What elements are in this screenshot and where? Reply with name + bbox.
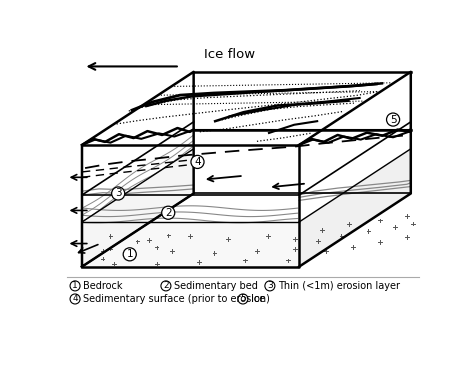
Circle shape — [161, 281, 171, 291]
Circle shape — [123, 248, 137, 261]
Polygon shape — [82, 145, 299, 267]
Circle shape — [70, 294, 80, 304]
Text: 1: 1 — [72, 281, 78, 290]
Text: 3: 3 — [267, 281, 273, 290]
Text: 2: 2 — [165, 208, 172, 218]
Circle shape — [238, 294, 248, 304]
Text: 2: 2 — [163, 281, 169, 290]
Polygon shape — [82, 149, 194, 267]
Circle shape — [191, 155, 204, 168]
Polygon shape — [299, 72, 411, 267]
Polygon shape — [299, 149, 411, 267]
Circle shape — [386, 113, 400, 126]
Text: Sedimentary bed: Sedimentary bed — [173, 281, 257, 291]
Text: 5: 5 — [390, 114, 396, 125]
Polygon shape — [82, 222, 299, 267]
Text: Ice flow: Ice flow — [204, 48, 255, 61]
Text: 4: 4 — [194, 157, 201, 167]
Polygon shape — [82, 72, 411, 145]
Circle shape — [162, 206, 175, 219]
Circle shape — [70, 281, 80, 291]
Text: Bedrock: Bedrock — [83, 281, 122, 291]
Text: Thin (<1m) erosion layer: Thin (<1m) erosion layer — [278, 281, 400, 291]
Text: 1: 1 — [127, 249, 133, 259]
Text: 4: 4 — [72, 294, 78, 303]
Circle shape — [112, 187, 125, 200]
Text: Sedimentary surface (prior to erosion): Sedimentary surface (prior to erosion) — [83, 294, 270, 304]
Polygon shape — [82, 72, 194, 267]
Text: 3: 3 — [115, 188, 121, 199]
Text: Ice: Ice — [251, 294, 265, 304]
Circle shape — [265, 281, 275, 291]
Text: 5: 5 — [240, 294, 246, 303]
